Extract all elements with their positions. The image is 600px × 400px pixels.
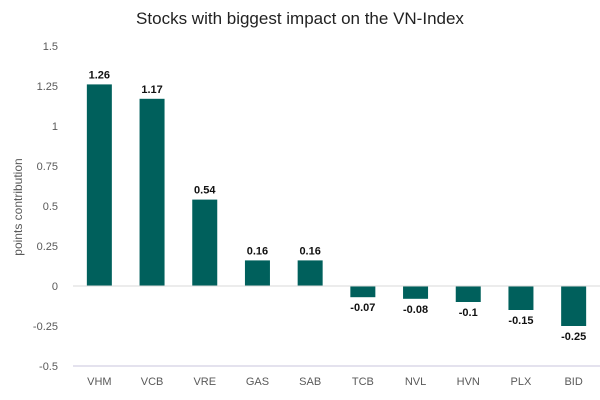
y-tick-label: 0 — [52, 281, 58, 293]
bar-hvn — [455, 286, 481, 302]
value-labels: 1.26 1.17 0.54 0.16 0.16 -0.07 -0.08 -0.1 -0.15 -… — [89, 69, 587, 343]
value-label-hvn: -0.1 — [459, 307, 478, 319]
bar-vhm — [86, 84, 112, 287]
category-label-vre: VRE — [193, 376, 216, 388]
bar-sab — [297, 260, 323, 286]
value-label-nvl: -0.08 — [403, 304, 428, 316]
category-label-bid: BID — [564, 376, 582, 388]
category-label-gas: GAS — [246, 376, 269, 388]
value-label-vcb: 1.17 — [141, 84, 162, 96]
y-tick-label: 1.25 — [37, 81, 58, 93]
value-label-bid: -0.25 — [561, 331, 586, 343]
category-label-nvl: NVL — [405, 376, 426, 388]
x-axis-labels: VHM VCB VRE GAS SAB TCB NVL HVN PLX BID — [87, 376, 583, 388]
y-tick-label: -0.25 — [33, 321, 58, 333]
value-label-tcb: -0.07 — [350, 302, 375, 314]
category-label-hvn: HVN — [457, 376, 480, 388]
bar-vcb — [139, 98, 165, 286]
y-tick-label: 0.75 — [37, 161, 58, 173]
value-label-sab: 0.16 — [299, 245, 320, 257]
value-label-vre: 0.54 — [194, 185, 216, 197]
category-label-plx: PLX — [511, 376, 532, 388]
y-axis-label: points contribution — [11, 158, 25, 255]
y-tick-label: 1.5 — [43, 41, 58, 53]
bar-bid — [561, 286, 587, 326]
category-label-vhm: VHM — [87, 376, 111, 388]
bar-tcb — [350, 286, 376, 298]
bar-plx — [508, 286, 534, 310]
y-axis-ticks: 1.5 1.25 1 0.75 0.5 0.25 0 -0.25 -0.5 — [33, 41, 58, 373]
y-tick-label: 1 — [52, 121, 58, 133]
value-label-plx: -0.15 — [508, 315, 533, 327]
category-label-vcb: VCB — [141, 376, 164, 388]
value-label-gas: 0.16 — [247, 245, 268, 257]
bars — [86, 84, 587, 326]
y-tick-label: 0.25 — [37, 241, 58, 253]
category-label-tcb: TCB — [352, 376, 374, 388]
chart-title: Stocks with biggest impact on the VN-Ind… — [136, 9, 464, 28]
bar-vre — [192, 199, 218, 286]
bar-gas — [244, 260, 270, 286]
y-tick-label: 0.5 — [43, 201, 58, 213]
y-tick-label: -0.5 — [39, 361, 58, 373]
bar-nvl — [403, 286, 429, 299]
category-label-sab: SAB — [299, 376, 321, 388]
value-label-vhm: 1.26 — [89, 69, 110, 81]
